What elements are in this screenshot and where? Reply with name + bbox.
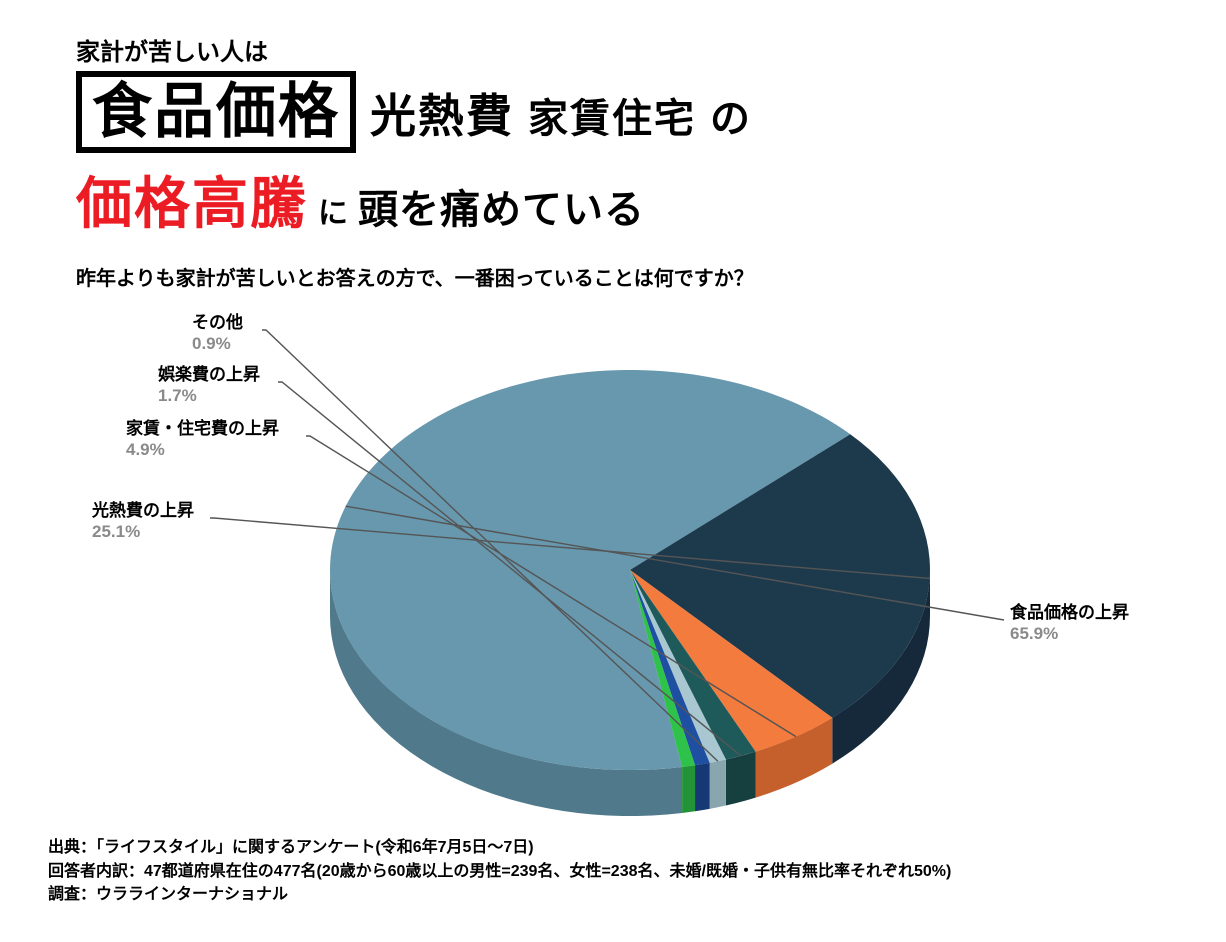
headline-ni: に [318,188,348,232]
headline-red: 価格高騰 [76,159,308,240]
label-other: その他 0.9% [192,312,243,355]
label-other-pct: 0.9% [192,333,243,354]
headline-no: の [710,86,750,144]
label-food-name: 食品価格の上昇 [1010,602,1129,623]
label-food-pct: 65.9% [1010,623,1129,644]
footer-survey-by: 調査：ウララインターナショナル [48,883,951,906]
headline-utility: 光熱費 [370,80,514,146]
label-entertainment: 娯楽費の上昇 1.7% [158,364,260,407]
label-utility: 光熱費の上昇 25.1% [92,500,194,543]
label-other-name: その他 [192,312,243,333]
label-rent-pct: 4.9% [126,439,279,460]
footer-source: 出典：「ライフスタイル」に関するアンケート(令和6年7月5日～7日) [48,836,951,859]
headline-boxed: 食品価格 [76,71,356,153]
label-util-name: 光熱費の上昇 [92,500,194,521]
headline-rent: 家賃住宅 [528,86,696,144]
survey-question: 昨年よりも家計が苦しいとお答えの方で、一番困っていることは何ですか？ [76,262,1156,291]
footer: 出典：「ライフスタイル」に関するアンケート(令和6年7月5日～7日) 回答者内訳… [48,836,951,906]
headline-row-1: 食品価格 光熱費 家賃住宅 の [76,71,1156,153]
header: 家計が苦しい人は 食品価格 光熱費 家賃住宅 の 価格高騰 に 頭を痛めている … [76,32,1156,291]
label-food: 食品価格の上昇 65.9% [1010,602,1129,645]
label-rent: 家賃・住宅費の上昇 4.9% [126,418,279,461]
label-util-pct: 25.1% [92,521,194,542]
footer-respondents: 回答者内訳：47都道府県在住の477名(20歳から60歳以上の男性=239名、女… [48,860,951,883]
label-ent-pct: 1.7% [158,385,260,406]
pie-chart: その他 0.9% 娯楽費の上昇 1.7% 家賃・住宅費の上昇 4.9% 光熱費の… [40,310,1190,830]
headline-tail: 頭を痛めている [358,177,645,235]
lead-text: 家計が苦しい人は [76,32,1156,67]
headline-row-2: 価格高騰 に 頭を痛めている [76,159,1156,240]
label-rent-name: 家賃・住宅費の上昇 [126,418,279,439]
label-ent-name: 娯楽費の上昇 [158,364,260,385]
